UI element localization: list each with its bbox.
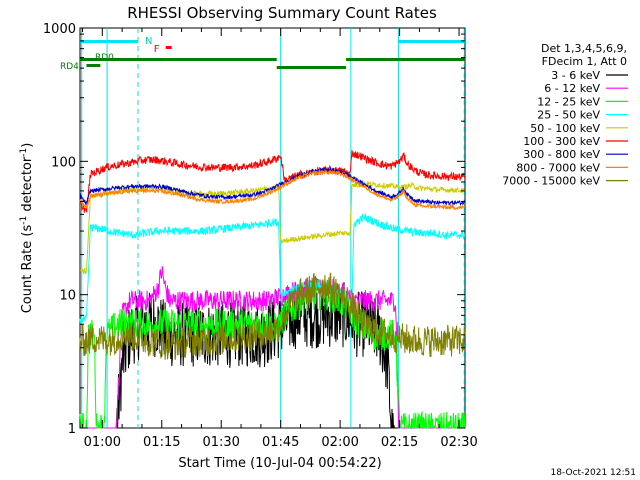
y-tick-label: 1 bbox=[68, 422, 76, 437]
instrument-transition-lines bbox=[81, 28, 465, 428]
legend-label-4: 50 - 100 keV bbox=[530, 122, 600, 135]
y-axis-label-exp2: -1 bbox=[19, 148, 29, 157]
saa-bar bbox=[80, 40, 138, 43]
plot-frame bbox=[79, 27, 466, 429]
legend-label-2: 12 - 25 keV bbox=[537, 95, 600, 108]
x-axis-ticks: 01:00 01:15 01:30 01:45 02:00 02:15 02:30 bbox=[81, 28, 478, 450]
x-tick-label: 01:30 bbox=[202, 435, 239, 450]
y-axis-label-prefix: Count Rate (s bbox=[20, 225, 35, 314]
y-tick-label: 100 bbox=[51, 155, 76, 170]
y-axis-label: Count Rate (s-1 detector-1) bbox=[19, 143, 35, 314]
y-axis-label-exp1: -1 bbox=[19, 216, 29, 225]
instrument-state-bars: NF RD0 RD4 bbox=[60, 36, 465, 72]
legend-label-1: 6 - 12 keV bbox=[544, 82, 600, 95]
legend-label-0: 3 - 6 keV bbox=[551, 69, 600, 82]
chart-title: RHESSI Observing Summary Count Rates bbox=[127, 4, 437, 22]
decimation-bar-rd4 bbox=[276, 66, 347, 69]
decimation-bar-rd4-short bbox=[86, 64, 101, 67]
flare-flag-bar bbox=[165, 46, 172, 49]
series-line-7 bbox=[79, 168, 466, 211]
decimation-bar-rd0 bbox=[346, 58, 465, 61]
legend-header-line1: Det 1,3,4,5,6,9, bbox=[541, 42, 627, 55]
legend-header-line2: FDecim 1, Att 0 bbox=[542, 55, 627, 68]
legend-label-3: 25 - 50 keV bbox=[537, 109, 600, 122]
legend: Det 1,3,4,5,6,9, FDecim 1, Att 0 3 - 6 k… bbox=[502, 42, 628, 188]
y-tick-label: 10 bbox=[59, 289, 76, 304]
y-axis-label-suffix: ) bbox=[20, 143, 35, 148]
saa-bar bbox=[398, 40, 465, 43]
y-tick-label: 1000 bbox=[43, 22, 76, 37]
x-tick-label: 01:45 bbox=[262, 435, 299, 450]
decimation-bar-rd0 bbox=[80, 58, 277, 61]
legend-label-5: 100 - 300 keV bbox=[523, 135, 600, 148]
x-tick-label: 02:15 bbox=[381, 435, 418, 450]
x-tick-label: 01:00 bbox=[84, 435, 121, 450]
legend-label-8: 7000 - 15000 keV bbox=[502, 175, 600, 188]
series-group bbox=[79, 150, 466, 430]
generation-timestamp: 18-Oct-2021 12:51 bbox=[551, 468, 636, 478]
x-tick-label: 01:15 bbox=[143, 435, 180, 450]
legend-label-6: 300 - 800 keV bbox=[523, 148, 600, 161]
rd0-label: RD0 bbox=[95, 53, 114, 63]
y-axis-ticks: 1 10 100 1000 bbox=[43, 22, 465, 437]
x-axis-label: Start Time (10-Jul-04 00:54:22) bbox=[178, 456, 381, 471]
saa-label: N bbox=[145, 36, 152, 47]
series-line-6 bbox=[79, 166, 466, 207]
legend-label-7: 800 - 7000 keV bbox=[516, 161, 600, 174]
rd4-label: RD4 bbox=[60, 62, 79, 72]
series-line-8 bbox=[79, 272, 466, 360]
series-line-3 bbox=[79, 212, 466, 324]
series-line-5 bbox=[79, 150, 466, 213]
y-axis-label-mid: detector bbox=[20, 156, 35, 216]
x-tick-label: 02:30 bbox=[440, 435, 477, 450]
flare-flag-label: F bbox=[154, 44, 160, 55]
x-tick-label: 02:00 bbox=[321, 435, 358, 450]
